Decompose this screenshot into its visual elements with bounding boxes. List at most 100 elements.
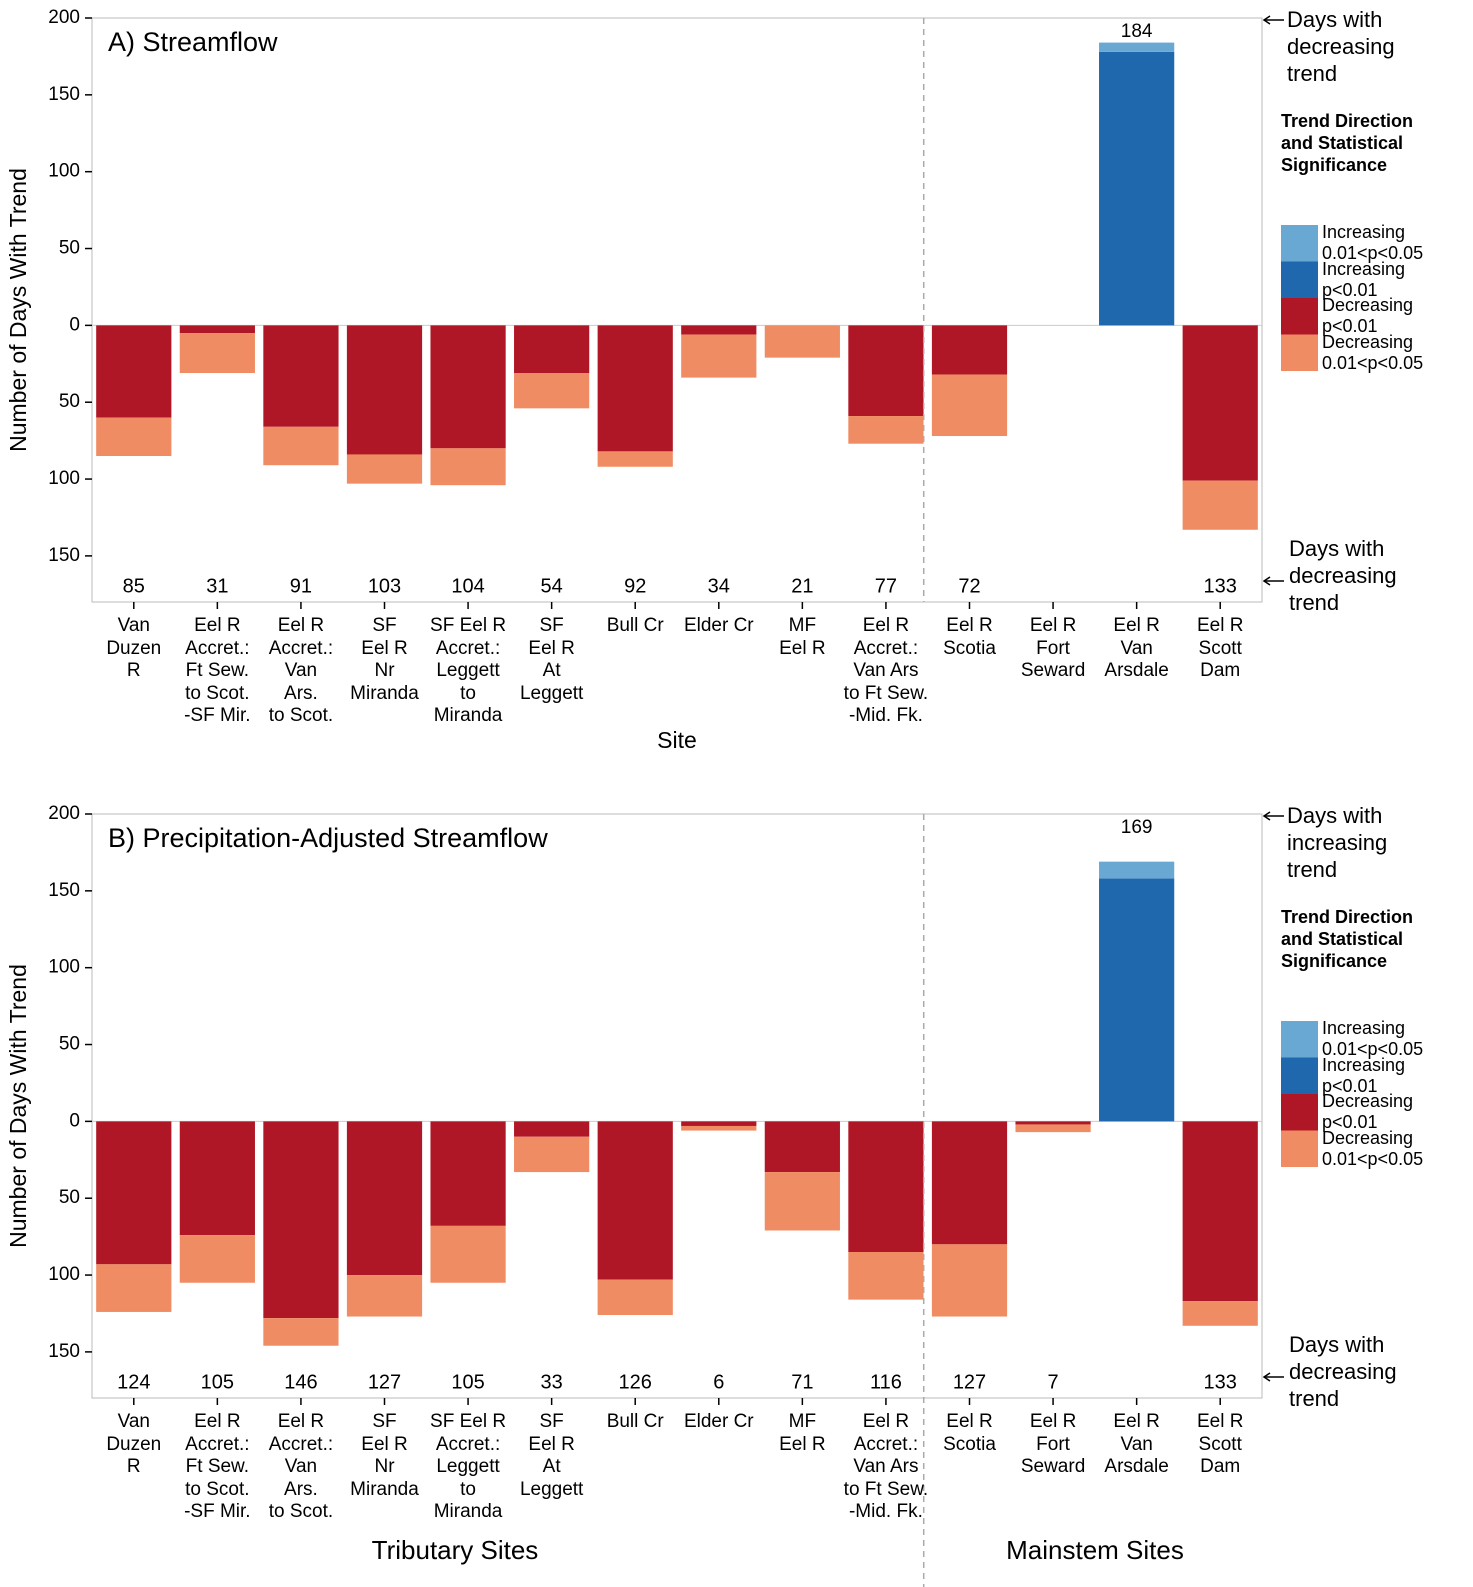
x-tick-label: Eel R Accret.: Van Ars to Ft Sew. -Mid. … <box>843 1411 929 1522</box>
total-label: 105 <box>451 1371 484 1393</box>
bar-segment <box>764 1172 840 1231</box>
legend-title: Trend Direction and Statistical Signific… <box>1281 111 1414 175</box>
total-label: 21 <box>791 575 813 597</box>
x-tick-label: Elder Cr <box>683 1411 754 1432</box>
arrow-head <box>1262 576 1271 586</box>
x-tick-label: SF Eel R Nr Miranda <box>350 1411 419 1500</box>
x-tick-label: Eel R Fort Seward <box>1020 615 1086 681</box>
bar-segment <box>1015 1124 1091 1133</box>
x-tick-label: Elder Cr <box>683 615 754 636</box>
bar-segment <box>346 1275 423 1317</box>
total-label: 91 <box>290 575 312 597</box>
total-label: 103 <box>368 575 401 597</box>
bar-segment <box>346 325 423 455</box>
arrow-head <box>1262 15 1271 25</box>
bar-segment <box>1182 480 1258 530</box>
bar-segment <box>1182 1121 1258 1302</box>
x-tick-label: SF Eel R At Leggett <box>519 615 584 704</box>
bar-segment <box>430 1225 506 1283</box>
x-tick-label: Van Duzen R <box>106 1411 162 1477</box>
bar-segment <box>263 1121 339 1319</box>
bar-segment <box>1099 878 1175 1122</box>
bar-segment <box>263 325 339 427</box>
legend-swatch <box>1281 225 1318 262</box>
bar-segment <box>1099 861 1175 879</box>
x-tick-label: Bull Cr <box>606 1411 664 1432</box>
legend-title: Trend Direction and Statistical Signific… <box>1281 907 1414 971</box>
y-tick-label: 200 <box>48 7 80 28</box>
bar-segment <box>931 325 1008 375</box>
bar-segment <box>931 1244 1008 1317</box>
total-label: 124 <box>117 1371 150 1393</box>
total-label: 31 <box>206 575 228 597</box>
x-tick-label: MF Eel R <box>779 615 826 659</box>
legend-swatch <box>1281 334 1318 371</box>
bar-segment <box>263 426 339 466</box>
bar-segment <box>346 1121 423 1276</box>
bar-segment <box>848 416 924 444</box>
total-label: 71 <box>791 1371 813 1393</box>
bar-segment <box>597 1121 673 1280</box>
x-axis-label: Site <box>657 727 697 753</box>
annotation: Days with decreasing trend <box>1289 1332 1397 1411</box>
bar-segment <box>1015 1121 1091 1125</box>
bar-segment <box>430 325 506 449</box>
bar-segment <box>764 1121 840 1173</box>
legend-label: Increasing p<0.01 <box>1322 258 1406 300</box>
total-label: 104 <box>451 575 484 597</box>
total-label: 127 <box>368 1371 401 1393</box>
panel-title: B) Precipitation-Adjusted Streamflow <box>108 823 548 853</box>
bar-segment <box>931 1121 1008 1245</box>
total-label: 85 <box>123 575 145 597</box>
bar-segment <box>1182 1301 1258 1326</box>
bar-segment <box>1099 51 1175 326</box>
annotation: Days with decreasing trend <box>1287 7 1395 86</box>
legend-label: Increasing 0.01<p<0.05 <box>1322 222 1424 263</box>
total-label: 126 <box>619 1371 652 1393</box>
bar-segment <box>597 325 673 452</box>
bar-segment <box>96 417 172 456</box>
x-tick-label: MF Eel R <box>779 1411 826 1455</box>
x-tick-label: Eel R Accret.: Ft Sew. to Scot. -SF Mir. <box>184 1411 251 1522</box>
plot-border <box>91 813 1263 1399</box>
x-tick-label: Eel R Accret.: Van Ars. to Scot. <box>268 1411 334 1522</box>
legend-label: Increasing 0.01<p<0.05 <box>1322 1018 1424 1059</box>
x-tick-label: Van Duzen R <box>106 615 162 681</box>
bar-segment <box>597 1279 673 1316</box>
annotation: Days with decreasing trend <box>1289 536 1397 615</box>
bar-segment <box>430 448 506 486</box>
legend-swatch <box>1281 1057 1318 1094</box>
bar-segment <box>681 334 757 378</box>
annotation: Days with increasing trend <box>1287 803 1388 882</box>
bar-segment <box>96 1121 172 1265</box>
bar-segment <box>430 1121 506 1226</box>
y-tick-label: 50 <box>59 1187 80 1208</box>
y-tick-label: 150 <box>48 880 80 901</box>
group-label: Tributary Sites <box>371 1535 539 1565</box>
arrow-head <box>1262 811 1271 821</box>
total-label: 7 <box>1048 1371 1059 1393</box>
bar-segment <box>681 1125 757 1131</box>
y-tick-label: 100 <box>48 957 80 978</box>
group-label: Mainstem Sites <box>1006 1535 1184 1565</box>
bar-segment <box>179 1235 255 1283</box>
total-label: 105 <box>201 1371 234 1393</box>
total-label: 133 <box>1204 575 1237 597</box>
x-tick-label: Eel R Scotia <box>943 1411 996 1455</box>
bar-segment <box>764 325 840 358</box>
x-tick-label: Eel R Van Arsdale <box>1104 1411 1169 1477</box>
bar-segment <box>263 1318 339 1346</box>
arrow-head <box>1262 1372 1271 1382</box>
bar-segment <box>514 1121 590 1137</box>
total-label: 77 <box>875 575 897 597</box>
bar-segment <box>179 333 255 374</box>
y-tick-label: 150 <box>48 84 80 105</box>
bar-segment <box>179 1121 255 1236</box>
x-tick-label: Eel R Accret.: Van Ars to Ft Sew. -Mid. … <box>843 615 929 726</box>
y-tick-label: 50 <box>59 391 80 412</box>
legend-swatch <box>1281 1094 1318 1131</box>
x-tick-label: Eel R Accret.: Van Ars. to Scot. <box>268 615 334 726</box>
bar-segment <box>1099 42 1175 52</box>
total-label: 6 <box>713 1371 724 1393</box>
